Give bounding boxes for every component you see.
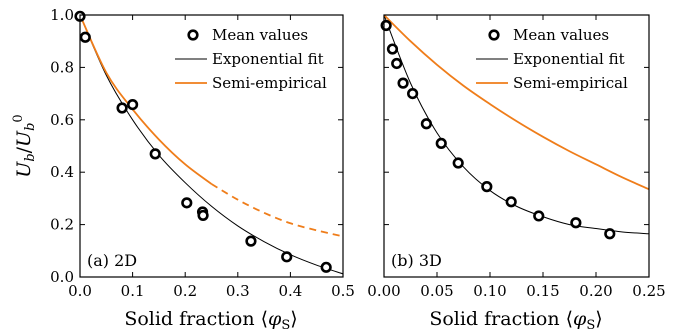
panel-3d: 0.00 0.05 0.10 0.15 0.20 0.25 Mean values Expo… <box>367 14 666 332</box>
panel-2d-data-point <box>149 148 161 160</box>
panel-2d-data-point <box>116 102 128 114</box>
panel-2d-x-tick-label: 0.1 <box>121 282 145 300</box>
panel-2d-x-tick-label: 0.5 <box>331 282 355 300</box>
panel-2d-data-point <box>320 261 332 273</box>
panel-2d-data-point <box>127 98 139 111</box>
panel-3d-x-tick-label: 0.25 <box>632 282 665 300</box>
panel-3d-semi-empirical-line <box>384 15 649 191</box>
panel-2d-data-point <box>281 251 293 263</box>
panel-2d-y-tick-label: 0.4 <box>50 163 74 181</box>
panel-3d-data-point <box>452 157 464 169</box>
panel-3d-frame <box>383 14 650 278</box>
panel-3d-legend-mean-values-label: Mean values <box>513 26 609 44</box>
panel-2d-data-point <box>79 31 91 43</box>
panel-3d-data-point <box>505 196 517 208</box>
panel-3d-x-axis-title: Solid fraction ⟨φS⟩ <box>429 308 602 332</box>
panel-2d-y-tick-label: 0.6 <box>50 111 74 129</box>
panel-2d-x-tick-label: 0.2 <box>173 282 197 300</box>
panel-2d-plot-area <box>74 10 343 275</box>
panel-2d-y-tick-label: 0.0 <box>50 268 74 286</box>
panel-3d-data-point <box>604 228 616 240</box>
panel-3d-data-point <box>407 87 419 100</box>
panel-3d-data-point <box>420 118 433 130</box>
panel-3d-data-point <box>533 210 545 222</box>
panel-3d-data-point <box>397 77 409 89</box>
panel-2d-legend-semi-empirical-label: Semi-empirical <box>212 74 327 92</box>
panel-3d-legend-semi-empirical-label: Semi-empirical <box>513 74 628 92</box>
panel-2d-x-tick-label: 0.4 <box>278 282 302 300</box>
panel-3d-legend-exponential-fit-label: Exponential fit <box>513 50 625 68</box>
panel-2d-data-point <box>197 209 209 222</box>
panel-3d-data-point <box>391 57 403 70</box>
panel-2d-semi-empirical-line <box>80 15 213 185</box>
panel-3d-data-point <box>380 19 392 32</box>
panel-2d-legend-exponential-fit-label: Exponential fit <box>212 50 324 68</box>
panel-3d-x-tick-label: 0.15 <box>526 282 559 300</box>
panel-2d-legend-mean-values-marker <box>187 29 199 41</box>
panel-2d-frame <box>79 14 344 278</box>
panel-3d-x-tick-label: 0.00 <box>367 282 400 300</box>
panel-3d-exponential-fit-line <box>384 15 649 235</box>
panel-2d-y-tick-label: 0.8 <box>50 58 74 76</box>
panel-2d: 0.0 0.1 0.2 0.3 0.4 0.5 0.0 0.2 0.4 0.6 0.8 1.0 Mea… <box>11 6 355 332</box>
panel-2d-legend: Mean values Exponential fit Semi-empirical <box>175 26 327 92</box>
panel-3d-label: (b) 3D <box>391 251 442 270</box>
panel-2d-x-axis-title: Solid fraction ⟨φS⟩ <box>124 308 297 332</box>
panel-3d-data-point <box>481 181 493 193</box>
panel-3d-ticks: 0.00 0.05 0.10 0.15 0.20 0.25 <box>367 14 666 300</box>
panel-2d-x-tick-label: 0.3 <box>226 282 250 300</box>
panel-3d-plot-area <box>380 15 649 240</box>
panel-2d-y-tick-label: 0.2 <box>50 216 74 234</box>
panel-2d-ticks: 0.0 0.1 0.2 0.3 0.4 0.5 0.0 0.2 0.4 0.6 0.8 1.0 <box>50 6 355 300</box>
panel-3d-data-point <box>570 217 582 229</box>
panel-2d-x-tick-label: 0.0 <box>68 282 92 300</box>
panel-3d-data-point <box>386 43 399 55</box>
panel-3d-x-tick-label: 0.05 <box>420 282 453 300</box>
panel-3d-legend-mean-values-marker <box>488 29 500 41</box>
panel-2d-semi-empirical-line-dashed <box>211 183 343 238</box>
panel-2d-y-axis-title: Ub/Ub0 <box>11 114 38 177</box>
panel-2d-y-tick-label: 1.0 <box>50 6 74 24</box>
panel-2d-legend-mean-values-label: Mean values <box>212 26 308 44</box>
panel-3d-x-tick-label: 0.10 <box>473 282 506 300</box>
panel-3d-x-tick-label: 0.20 <box>579 282 612 300</box>
panel-2d-data-point <box>181 197 193 209</box>
panel-2d-label: (a) 2D <box>87 251 137 270</box>
panel-3d-data-point <box>435 137 447 149</box>
panel-3d-legend: Mean values Exponential fit Semi-empirical <box>476 26 628 92</box>
panel-2d-data-point <box>245 235 257 247</box>
